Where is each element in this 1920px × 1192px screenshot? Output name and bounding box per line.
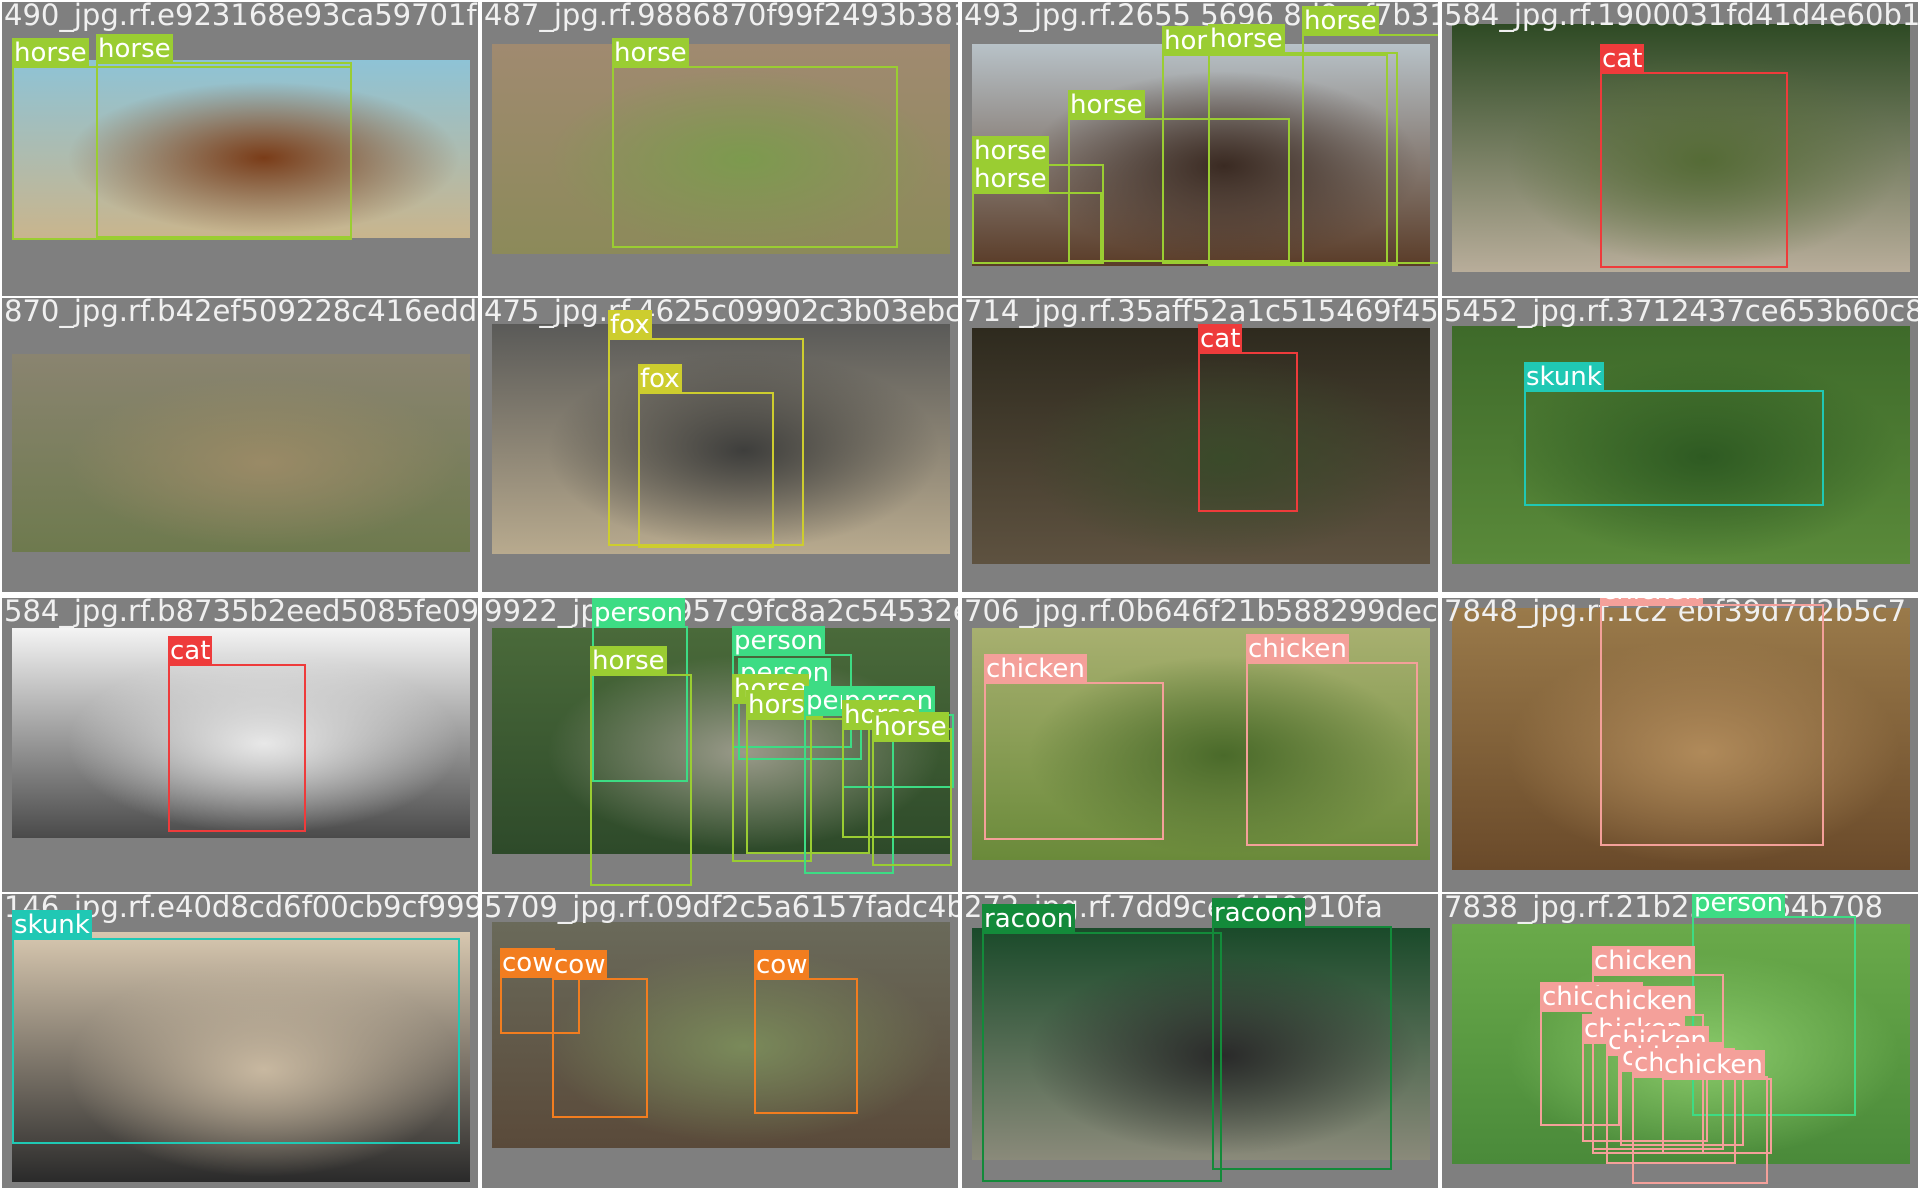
tile-filename: 584_jpg.rf.b8735b2eed5085fe09f0093 [4,598,478,628]
box-label: cat [1600,44,1645,74]
mosaic-tile: 5452_jpg.rf.3712437ce653b60c8c7askunk [1442,298,1918,592]
bounding-box-chicken: chicken [1662,1050,1772,1154]
box-label: horse [590,646,667,676]
bounding-box-chicken: chicken [1246,634,1418,846]
bounding-box-fox: fox [608,310,804,546]
bounding-box-racoon: racoon [1212,898,1392,1170]
tile-photo [1452,24,1910,272]
mosaic-tile: 490_jpg.rf.e923168e93ca59701fd0437horseh… [2,2,478,296]
box-label: cat [1198,324,1243,354]
tile-filename: 490_jpg.rf.e923168e93ca59701fd0437 [4,2,478,32]
mosaic-tile: 870_jpg.rf.b42ef509228c416edd11goatgoatg… [2,298,478,592]
bounding-box-cat: cat [1600,44,1788,268]
mosaic-tile: 7838_jpg.rf.21b258 0164b708 person chicken… [1442,894,1918,1188]
box-label: skunk [1524,362,1604,392]
bounding-box-person: person [732,626,852,748]
tile-filename: 487_jpg.rf.9886870f99f2493b38171b2e31 [484,2,958,32]
mosaic-tile: 487_jpg.rf.9886870f99f2493b38171b2e31hor… [482,2,958,296]
tile-filename: 475_jpg.rf.4625c09902c3b03ebc067 [484,298,958,328]
box-label: cow [552,950,608,980]
bounding-box-skunk: skunk [12,910,460,1144]
mosaic-tile: 9922_jpg.rf.9957c9fc8a2c54532e person hors… [482,598,958,892]
box-label: cow [754,950,810,980]
box-label: cow [500,948,556,978]
tile-filename: 5709_jpg.rf.09df2c5a6157fadc4b9d9 [484,894,958,924]
mosaic-tile: 714_jpg.rf.35aff52a1c515469f45e3bcat [962,298,1438,592]
tile-photo [12,354,470,552]
box-label: person [1692,894,1786,918]
box-label: horse [972,136,1049,166]
box-label: chicken [1662,1050,1765,1080]
box-label: chicken [1246,634,1349,664]
tile-filename: 9922_jpg.rf.9957c9fc8a2c54532e [484,598,958,628]
bounding-box-cow: cow [552,950,648,1118]
box-label: horse [612,38,689,68]
box-label: chicken [984,654,1087,684]
bounding-box-horse: horse [872,712,952,866]
box-label: person [592,598,686,628]
box-label: horse [972,164,1049,194]
bounding-box-chicken: chicken [1592,946,1724,1150]
tile-photo [492,44,950,254]
mosaic-tile: 584_jpg.rf.b8735b2eed5085fe09f0093cat [2,598,478,892]
bounding-box-horse: horse [12,38,352,240]
box-label: horse [12,38,89,68]
box-label: chicken [1592,946,1695,976]
tile-photo [1452,608,1910,870]
bounding-box-cow: cow [500,948,580,1034]
bounding-box-horse: horse [1302,6,1438,264]
box-label: fox [638,364,682,394]
bounding-box-horse: horse [590,646,692,886]
mosaic-tile: 475_jpg.rf.4625c09902c3b03ebc067foxfox [482,298,958,592]
box-label: racoon [1212,898,1306,928]
bounding-box-horse: horse [612,38,898,248]
tile-photo [12,628,470,838]
tile-filename: 714_jpg.rf.35aff52a1c515469f45e3b [964,298,1438,328]
mosaic-tile: 493_jpg.rf.2655 5696 8d9 cf7b316 horse hor… [962,2,1438,296]
tile-photo [972,328,1430,564]
mosaic-tile: 5709_jpg.rf.09df2c5a6157fadc4b9d9cowcowc… [482,894,958,1188]
bounding-box-skunk: skunk [1524,362,1824,506]
tile-filename: 870_jpg.rf.b42ef509228c416edd11 [4,298,478,328]
box-label: horse [1208,24,1285,54]
tile-photo [972,928,1430,1160]
box-label: person [732,626,826,656]
tile-filename: 5452_jpg.rf.3712437ce653b60c8c7a [1444,298,1918,328]
tile-filename: 706_jpg.rf.0b646f21b588299dec73 [964,598,1438,628]
mosaic-tile: 272_jpg.rf.7dd9ce f459910fa racoon racoon [962,894,1438,1188]
bounding-box-chicken: chicken [1600,598,1824,846]
box-label: racoon [982,904,1076,934]
bounding-box-cat: cat [168,636,306,832]
box-label: chicken [1592,986,1695,1016]
bounding-box-fox: fox [638,364,774,548]
mosaic-tile: 146_jpg.rf.e40d8cd6f00cb9cf999ef5 skunk [2,894,478,1188]
box-label: horse [1302,6,1379,36]
box-label: skunk [12,910,92,940]
tile-photo [12,932,470,1182]
bounding-box-horse: horse [972,164,1102,264]
box-label: fox [608,310,652,340]
tile-filename: 7838_jpg.rf.21b258 0164b708 [1444,894,1884,924]
tile-photo [12,60,470,238]
box-label: horse [96,34,173,64]
bounding-box-cow: cow [754,950,858,1114]
bounding-box-person: person [592,598,688,782]
bounding-box-person: person [1692,894,1856,1116]
bounding-box-racoon: racoon [982,904,1222,1182]
tile-filename: 584_jpg.rf.1900031fd41d4e60b1a0 [1444,2,1918,32]
bounding-box-chicken: chicken [984,654,1164,840]
bounding-box-horse: horse [1068,90,1290,262]
box-label: horse [1068,90,1145,120]
box-label: horse [872,712,949,742]
box-label: cat [168,636,213,666]
mosaic-tile: 7848_jpg.rf.1c2 ebf39d7d2b5c7chicken [1442,598,1918,892]
bounding-box-horse: horse [96,34,352,238]
bounding-box-cat: cat [1198,324,1298,512]
box-label: chicken [1600,598,1703,606]
tile-photo [492,324,950,554]
